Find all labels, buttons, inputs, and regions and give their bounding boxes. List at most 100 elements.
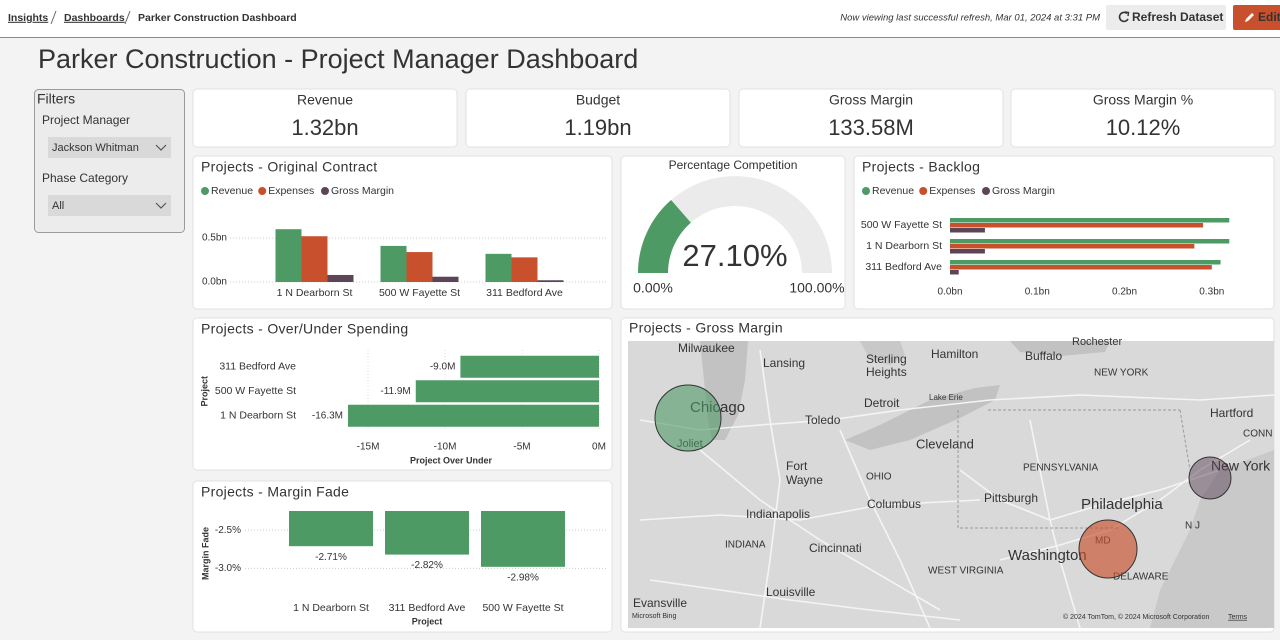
- map-label: Rochester: [1072, 336, 1122, 348]
- kpi-label: Gross Margin %: [1093, 92, 1193, 108]
- x-tick-label: 311 Bedford Ave: [389, 602, 466, 614]
- bar: [406, 252, 433, 282]
- chart-title: Projects - Original Contract: [201, 159, 377, 175]
- road: [699, 449, 941, 611]
- road: [759, 349, 781, 629]
- x-axis-title: Project Over Under: [410, 455, 493, 465]
- map-label: WEST VIRGINIA: [928, 566, 1004, 577]
- kpi-value: 10.12%: [1106, 115, 1181, 140]
- y-tick-label: 311 Bedford Ave: [219, 361, 296, 373]
- bar: [950, 218, 1230, 223]
- coast: [1150, 450, 1274, 628]
- data-label: -2.98%: [507, 572, 539, 583]
- bar: [950, 249, 985, 254]
- map-label: NEW YORK: [1094, 368, 1149, 379]
- edit-icon: [1245, 13, 1254, 22]
- data-label: -2.82%: [411, 560, 443, 571]
- x-tick-label: 0.1bn: [1025, 287, 1050, 298]
- legend-marker: [862, 187, 870, 195]
- filter-dropdown[interactable]: [48, 137, 171, 158]
- bar: [950, 265, 1212, 270]
- map-label: Hartford: [1210, 406, 1253, 420]
- bar: [950, 260, 1221, 265]
- map-label: Sterling: [866, 352, 907, 366]
- data-label: -16.3M: [312, 410, 343, 421]
- y-tick-label: -2.5%: [215, 525, 241, 536]
- chart-title: Percentage Competition: [669, 158, 798, 172]
- map-label: Evansville: [633, 596, 687, 610]
- x-tick-label: 1 N Dearborn St: [277, 287, 353, 299]
- map-label: Cleveland: [916, 436, 974, 451]
- x-tick-label: 1 N Dearborn St: [293, 602, 369, 614]
- map-label: Fort: [786, 459, 808, 473]
- refresh-button[interactable]: [1106, 5, 1226, 30]
- map-terms[interactable]: Terms: [1228, 614, 1248, 621]
- x-tick-label: 0M: [592, 442, 606, 453]
- map-label: Hamilton: [931, 347, 978, 361]
- map-bubble[interactable]: [654, 384, 722, 452]
- map-label: DELAWARE: [1113, 572, 1169, 583]
- chart-title: Projects - Over/Under Spending: [201, 321, 408, 337]
- breadcrumb: Dashboards: [64, 12, 125, 24]
- lake: [860, 341, 905, 365]
- separator: [124, 10, 131, 25]
- separator: [50, 10, 57, 25]
- map-bubble[interactable]: [1078, 519, 1138, 579]
- y-axis-title: Margin Fade: [200, 527, 210, 580]
- y-tick-label: 500 W Fayette St: [215, 385, 296, 397]
- bar: [301, 236, 328, 282]
- bar: [950, 228, 985, 233]
- y-tick-label: 1 N Dearborn St: [220, 410, 296, 422]
- breadcrumb: Parker Construction Dashboard: [138, 12, 297, 24]
- map-label: INDIANA: [725, 540, 766, 551]
- filter-label: Project Manager: [42, 113, 130, 127]
- bar: [289, 511, 373, 547]
- filters-title: Filters: [37, 91, 75, 107]
- map-attribution: © 2024 TomTom, © 2024 Microsoft Corporat…: [1063, 613, 1209, 621]
- edit-button[interactable]: [1233, 5, 1280, 30]
- legend-label: Expenses: [929, 185, 975, 197]
- road: [649, 579, 961, 621]
- map-label: PENNSYLVANIA: [1023, 463, 1099, 474]
- gauge-value: [638, 200, 691, 273]
- filter-dropdown[interactable]: [48, 195, 171, 216]
- map-label: CONN: [1243, 429, 1272, 440]
- map-logo: Microsoft Bing: [632, 613, 676, 620]
- x-tick-label: 0.0bn: [937, 287, 962, 298]
- bar: [460, 355, 599, 378]
- bar: [950, 223, 1204, 228]
- legend-label: Expenses: [268, 185, 314, 197]
- chart-title: Projects - Backlog: [862, 159, 980, 175]
- y-tick-label: -3.0%: [215, 563, 241, 574]
- card: [465, 88, 731, 148]
- dropdown-chevron: [155, 144, 167, 151]
- map-title: Projects - Gross Margin: [629, 320, 783, 336]
- gauge-tick-label: 100.00%: [789, 280, 844, 296]
- bar: [275, 229, 302, 282]
- x-axis-title: Project: [412, 616, 443, 626]
- y-axis-title: Project: [199, 376, 209, 407]
- legend-marker: [982, 187, 990, 195]
- card: [1010, 88, 1276, 148]
- card: [738, 88, 1004, 148]
- map-label: Washington: [1008, 547, 1087, 564]
- map-bubble[interactable]: [1188, 456, 1232, 500]
- kpi-label: Budget: [576, 92, 620, 108]
- refresh-icon: [1124, 11, 1130, 17]
- map-label: Wayne: [786, 473, 823, 487]
- map-label: Buffalo: [1025, 349, 1062, 363]
- bar: [432, 276, 459, 282]
- y-tick-label: 1 N Dearborn St: [866, 240, 942, 252]
- map-label: Cincinnati: [809, 541, 862, 555]
- refresh-note: Now viewing last successful refresh, Mar…: [840, 13, 1100, 24]
- map-label: Heights: [866, 365, 907, 379]
- state-border: [957, 409, 1191, 529]
- road: [959, 469, 1221, 521]
- map-label: Toledo: [805, 413, 841, 427]
- bar: [511, 257, 538, 282]
- kpi-value: 133.58M: [828, 115, 914, 140]
- kpi-value: 1.32bn: [291, 115, 358, 140]
- breadcrumb: Insights: [8, 12, 48, 24]
- filter-value: All: [52, 200, 64, 212]
